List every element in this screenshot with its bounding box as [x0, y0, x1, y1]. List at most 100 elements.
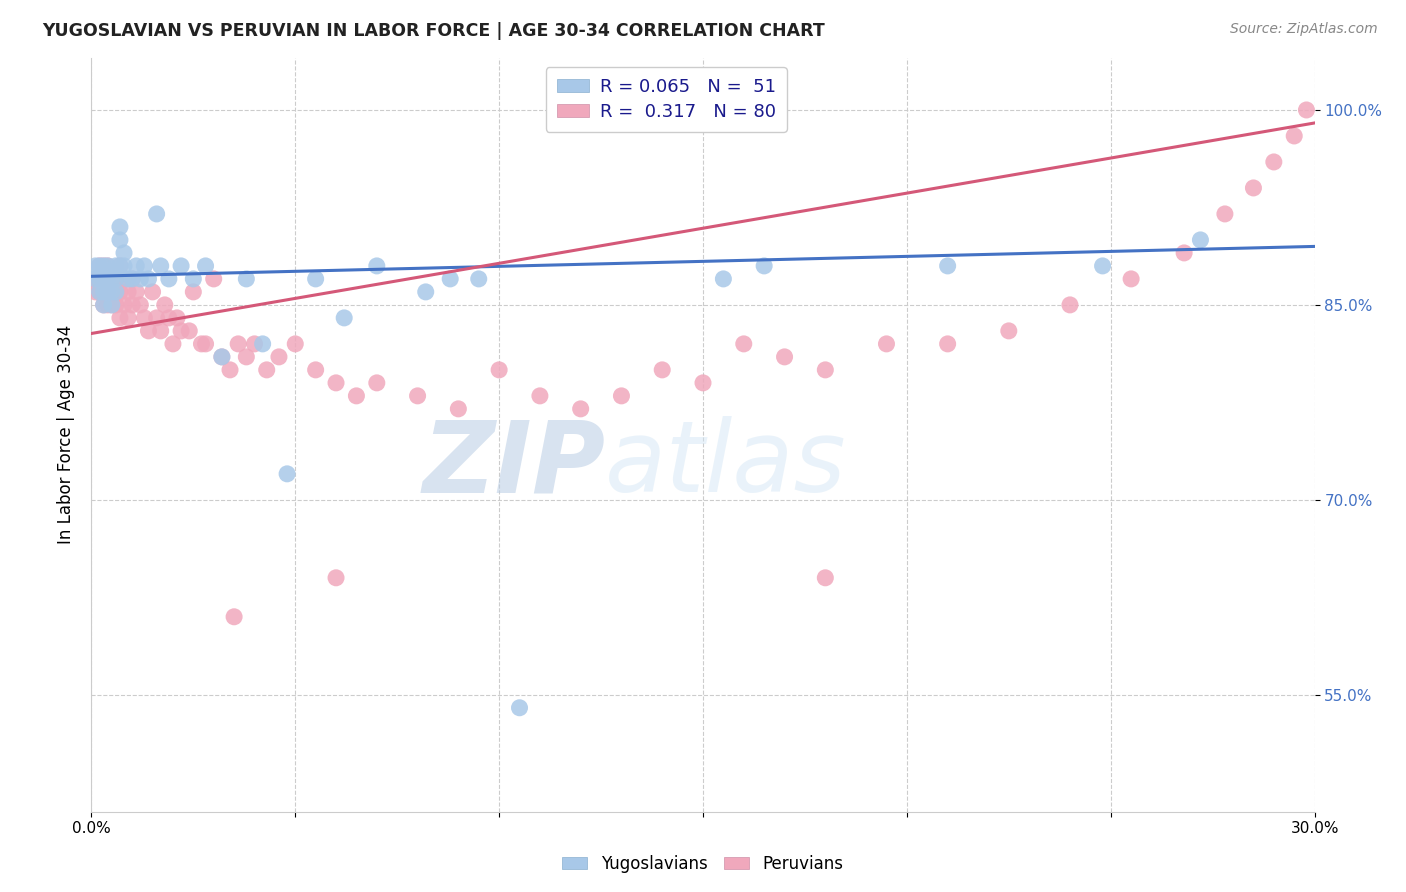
- Point: [711, 272, 734, 286]
- Point: [1243, 181, 1265, 195]
- Point: [366, 259, 388, 273]
- Point: [754, 259, 776, 273]
- Point: [1059, 298, 1081, 312]
- Point: [1295, 103, 1317, 117]
- Point: [125, 285, 148, 299]
- Point: [141, 285, 163, 299]
- Point: [89, 272, 111, 286]
- Point: [84, 272, 107, 286]
- Point: [325, 571, 347, 585]
- Point: [84, 259, 107, 273]
- Point: [1091, 259, 1114, 273]
- Point: [121, 272, 143, 286]
- Point: [936, 259, 959, 273]
- Point: [93, 259, 115, 273]
- Point: [692, 376, 714, 390]
- Point: [108, 285, 131, 299]
- Point: [121, 272, 143, 286]
- Point: [97, 272, 120, 286]
- Point: [101, 298, 124, 312]
- Point: [256, 363, 278, 377]
- Point: [93, 298, 115, 312]
- Point: [129, 272, 152, 286]
- Point: [415, 285, 437, 299]
- Point: [875, 337, 898, 351]
- Text: atlas: atlas: [605, 417, 846, 514]
- Point: [101, 285, 124, 299]
- Point: [1263, 155, 1285, 169]
- Point: [93, 272, 115, 286]
- Point: [89, 285, 111, 299]
- Point: [252, 337, 274, 351]
- Point: [108, 233, 131, 247]
- Point: [733, 337, 755, 351]
- Point: [439, 272, 461, 286]
- Point: [89, 285, 111, 299]
- Point: [1282, 128, 1305, 143]
- Point: [145, 207, 167, 221]
- Point: [97, 285, 120, 299]
- Point: [467, 272, 491, 286]
- Point: [226, 337, 249, 351]
- Point: [134, 310, 156, 325]
- Point: [194, 337, 217, 351]
- Point: [219, 363, 242, 377]
- Point: [276, 467, 298, 481]
- Point: [149, 324, 172, 338]
- Point: [202, 272, 225, 286]
- Point: [814, 571, 837, 585]
- Point: [183, 285, 205, 299]
- Point: [93, 259, 115, 273]
- Point: [1173, 246, 1195, 260]
- Point: [97, 298, 120, 312]
- Point: [101, 272, 124, 286]
- Point: [108, 259, 131, 273]
- Point: [138, 272, 160, 286]
- Text: YUGOSLAVIAN VS PERUVIAN IN LABOR FORCE | AGE 30-34 CORRELATION CHART: YUGOSLAVIAN VS PERUVIAN IN LABOR FORCE |…: [42, 22, 825, 40]
- Point: [183, 272, 205, 286]
- Point: [346, 389, 368, 403]
- Point: [101, 272, 124, 286]
- Point: [89, 259, 111, 273]
- Point: [936, 337, 959, 351]
- Point: [104, 285, 127, 299]
- Point: [117, 310, 139, 325]
- Point: [333, 310, 356, 325]
- Point: [211, 350, 233, 364]
- Point: [651, 363, 673, 377]
- Point: [166, 310, 188, 325]
- Point: [569, 401, 592, 416]
- Point: [134, 259, 156, 273]
- Point: [112, 272, 135, 286]
- Point: [773, 350, 796, 364]
- Point: [194, 259, 217, 273]
- Point: [84, 272, 107, 286]
- Point: [93, 285, 115, 299]
- Point: [998, 324, 1021, 338]
- Point: [104, 285, 127, 299]
- Point: [529, 389, 551, 403]
- Point: [101, 285, 124, 299]
- Text: Source: ZipAtlas.com: Source: ZipAtlas.com: [1230, 22, 1378, 37]
- Point: [814, 363, 837, 377]
- Legend: Yugoslavians, Peruvians: Yugoslavians, Peruvians: [555, 848, 851, 880]
- Point: [304, 272, 326, 286]
- Point: [406, 389, 429, 403]
- Point: [104, 272, 127, 286]
- Point: [112, 246, 135, 260]
- Point: [108, 310, 131, 325]
- Point: [108, 259, 131, 273]
- Point: [108, 219, 131, 234]
- Point: [84, 285, 107, 299]
- Point: [104, 259, 127, 273]
- Point: [125, 259, 148, 273]
- Point: [93, 285, 115, 299]
- Point: [366, 376, 388, 390]
- Point: [121, 298, 143, 312]
- Point: [610, 389, 633, 403]
- Point: [149, 259, 172, 273]
- Point: [157, 310, 180, 325]
- Point: [112, 259, 135, 273]
- Text: ZIP: ZIP: [422, 417, 605, 514]
- Point: [157, 272, 180, 286]
